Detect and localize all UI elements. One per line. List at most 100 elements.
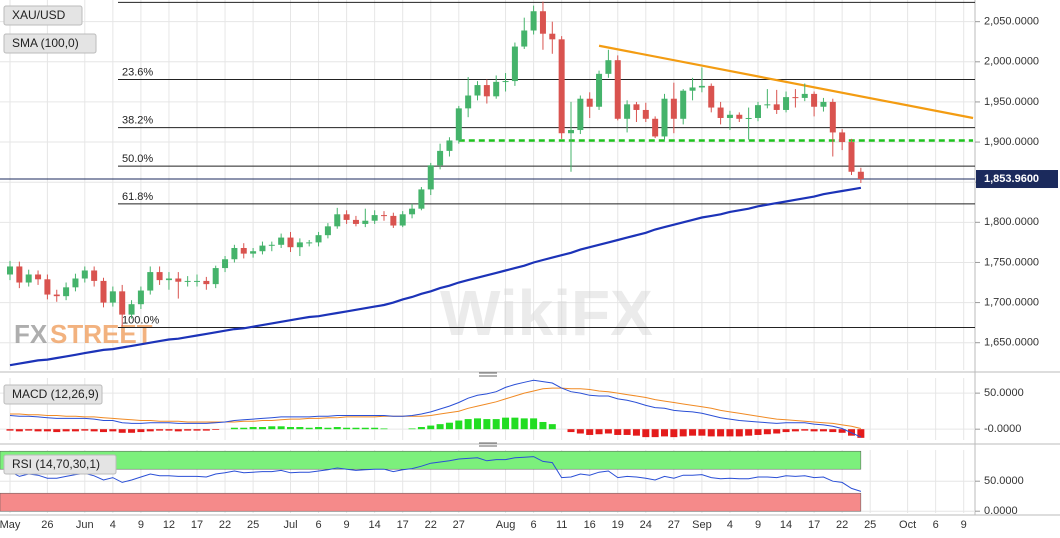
candle-body xyxy=(250,251,257,254)
y-tick-label: 1,750.0000 xyxy=(984,256,1039,268)
histogram-bar xyxy=(829,429,837,433)
candle-body xyxy=(418,189,425,209)
legend-box[interactable] xyxy=(3,454,117,475)
x-tick-label: 9 xyxy=(344,519,350,531)
histogram-bar xyxy=(240,427,248,430)
histogram-bar xyxy=(586,429,594,435)
histogram-bar xyxy=(43,429,51,432)
histogram-bar xyxy=(623,429,631,435)
candle-body xyxy=(717,107,724,118)
histogram-bar xyxy=(445,422,453,430)
fib-label: 50.0% xyxy=(122,153,153,165)
histogram-bar xyxy=(202,429,210,431)
x-tick-label: 22 xyxy=(219,519,231,531)
candle-body xyxy=(147,272,154,291)
histogram-bar xyxy=(165,429,173,431)
candle-body xyxy=(7,266,13,275)
candle-body xyxy=(287,237,294,248)
x-tick-label: 14 xyxy=(780,519,792,531)
y-tick-label: 0.0000 xyxy=(984,505,1018,517)
histogram-bar xyxy=(230,427,238,430)
candle-body xyxy=(128,304,135,315)
histogram-bar xyxy=(791,429,799,432)
candle-body xyxy=(661,98,668,137)
histogram-bar xyxy=(62,429,70,432)
histogram-bar xyxy=(34,429,42,432)
histogram-bar xyxy=(642,429,650,438)
legend-title: MACD (12,26,9) xyxy=(12,387,99,401)
histogram-bar xyxy=(324,427,332,430)
histogram-bar xyxy=(109,429,117,432)
candle-body xyxy=(670,98,677,119)
candle-body xyxy=(184,280,191,282)
fib-label: 38.2% xyxy=(122,115,153,127)
histogram-bar xyxy=(380,428,388,430)
histogram-bar xyxy=(838,429,846,433)
candle-body xyxy=(857,171,864,179)
candle-body xyxy=(203,280,210,285)
candle-body xyxy=(194,280,200,282)
histogram-bar xyxy=(305,427,313,430)
fib-label: 61.8% xyxy=(122,191,153,203)
candle-body xyxy=(605,60,612,74)
candle-body xyxy=(390,215,397,226)
histogram-bar xyxy=(333,427,341,430)
candle-body xyxy=(44,279,51,295)
x-tick-label: Oct xyxy=(899,519,916,531)
histogram-bar xyxy=(595,429,603,435)
candle-body xyxy=(53,294,60,297)
candle-body xyxy=(493,81,500,97)
histogram-bar xyxy=(343,427,351,430)
histogram-bar xyxy=(698,429,706,436)
histogram-bar xyxy=(53,429,61,433)
histogram-bar xyxy=(90,429,98,432)
candle-body xyxy=(474,85,481,96)
x-tick-label: 17 xyxy=(808,519,820,531)
histogram-bar xyxy=(763,429,771,435)
legend-box[interactable] xyxy=(3,5,83,26)
candle-body xyxy=(381,215,387,217)
candle-body xyxy=(343,214,350,220)
candle-body xyxy=(25,274,32,283)
y-tick-label: 1,650.0000 xyxy=(984,337,1039,349)
candle-body xyxy=(212,268,219,285)
histogram-bar xyxy=(15,429,23,432)
candle-body xyxy=(72,278,79,288)
x-tick-label: 27 xyxy=(668,519,680,531)
legend-box[interactable] xyxy=(3,384,103,405)
candle-body xyxy=(680,90,687,119)
candle-body xyxy=(745,117,752,119)
candle-body xyxy=(839,132,846,143)
histogram-bar xyxy=(156,429,164,431)
histogram-bar xyxy=(567,429,575,433)
histogram-bar xyxy=(100,429,107,433)
candle-body xyxy=(278,237,285,245)
candle-body xyxy=(35,274,42,280)
candle-body xyxy=(268,244,275,246)
histogram-bar xyxy=(670,429,678,438)
histogram-bar xyxy=(352,427,360,430)
x-tick-label: 9 xyxy=(755,519,761,531)
candle-body xyxy=(539,11,546,34)
histogram-bar xyxy=(745,429,753,436)
histogram-bar xyxy=(576,429,584,434)
histogram-bar xyxy=(539,421,547,430)
resize-handle[interactable] xyxy=(479,372,497,447)
candle-body xyxy=(446,140,453,151)
candle-body xyxy=(315,235,322,243)
candle-body xyxy=(773,104,780,110)
histogram-bar xyxy=(212,429,220,430)
histogram-bar xyxy=(146,429,154,432)
histogram-bar xyxy=(128,429,136,433)
y-tick-label: -0.0000 xyxy=(984,423,1021,435)
histogram-bar xyxy=(717,429,725,437)
candle-body xyxy=(642,109,649,119)
x-tick-label: Jul xyxy=(283,519,297,531)
histogram-bar xyxy=(436,424,444,430)
histogram-bar xyxy=(614,429,622,435)
candle-body xyxy=(530,11,537,31)
legend-box[interactable] xyxy=(3,33,97,54)
x-tick-label: 6 xyxy=(315,519,321,531)
histogram-bar xyxy=(137,429,145,433)
